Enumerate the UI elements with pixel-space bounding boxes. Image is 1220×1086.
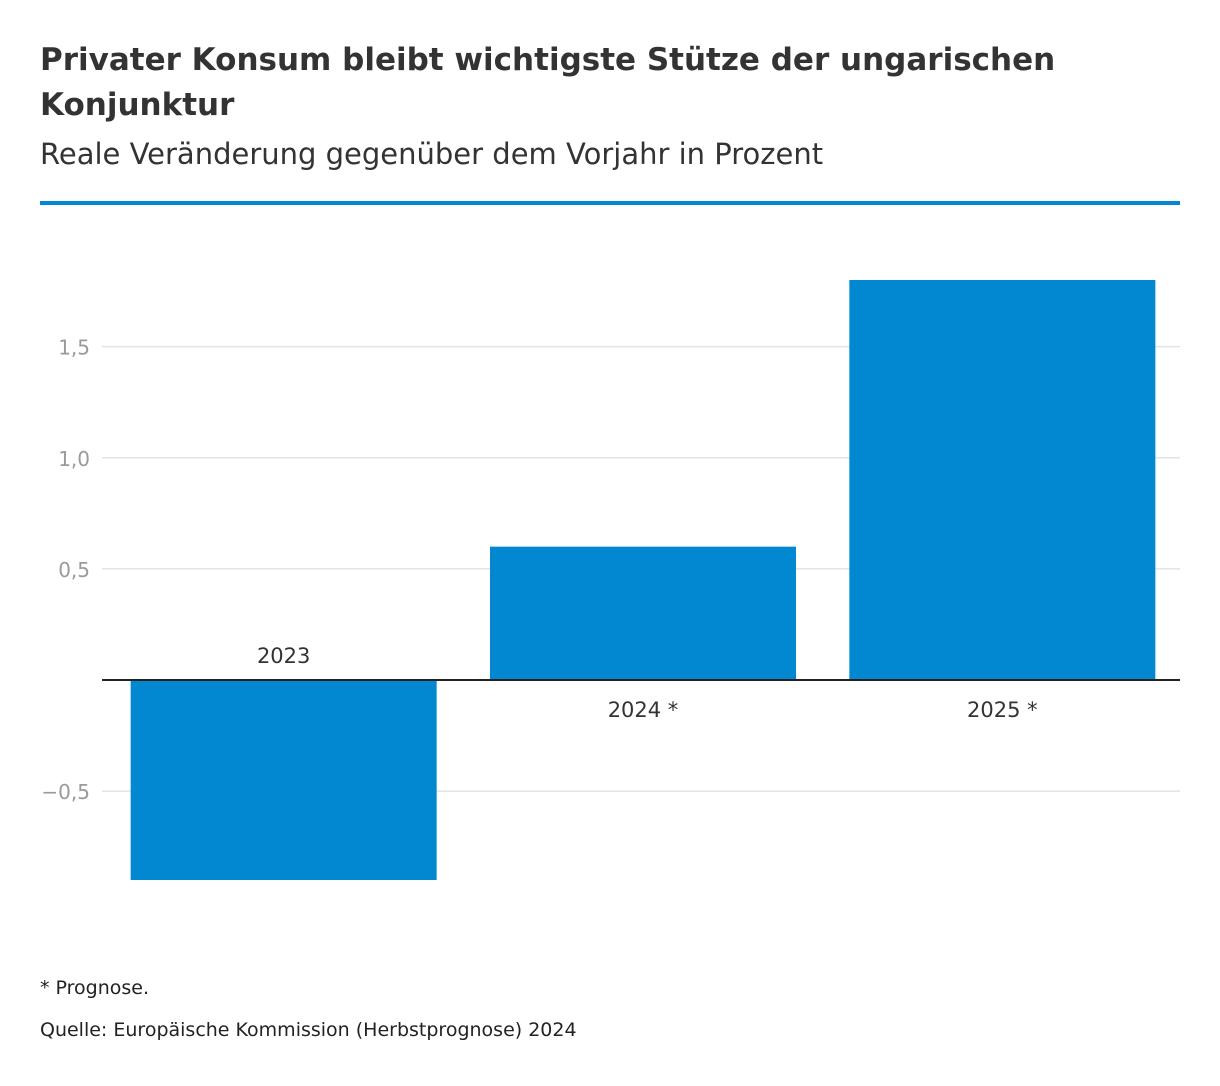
category-label: 2024 * — [608, 698, 679, 722]
bar-2024 — [490, 546, 796, 680]
category-label: 2025 * — [967, 698, 1038, 722]
chart-subtitle: Reale Veränderung gegenüber dem Vorjahr … — [40, 137, 824, 171]
category-labels: 2023 2024 * 2025 * — [257, 644, 1038, 722]
bar-2025 — [849, 280, 1156, 680]
title-divider — [40, 201, 1180, 205]
bar-2023 — [130, 680, 437, 880]
y-tick-label: −0,5 — [41, 780, 90, 804]
footnote-prognose: * Prognose. — [40, 977, 150, 999]
y-tick-label: 0,5 — [58, 558, 90, 582]
bars — [130, 280, 1156, 880]
y-tick-label: 1,0 — [58, 447, 90, 471]
category-label: 2023 — [257, 644, 310, 668]
chart-title: Privater Konsum bleibt wichtigste Stütze… — [40, 42, 1056, 123]
source-note: Quelle: Europäische Kommission (Herbstpr… — [40, 1019, 577, 1041]
y-tick-label: 1,5 — [58, 336, 90, 360]
